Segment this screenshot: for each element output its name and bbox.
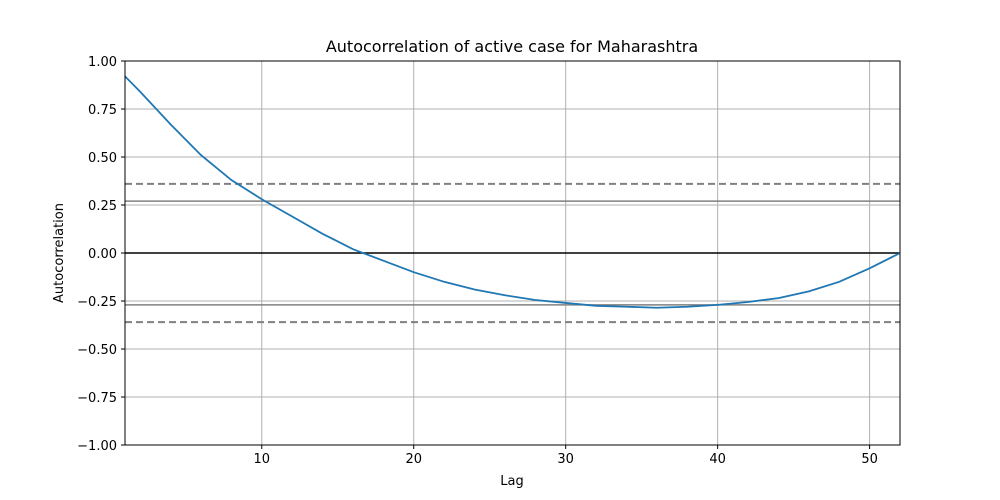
y-tick-label: 0.75 <box>88 103 117 118</box>
x-tick-label: 30 <box>557 452 574 467</box>
y-tick-label: 1.00 <box>88 55 117 70</box>
x-tick-label: 50 <box>861 452 878 467</box>
y-tick-label: −0.75 <box>77 391 117 406</box>
y-tick-label: 0.50 <box>88 151 117 166</box>
y-tick-label: −1.00 <box>77 439 117 454</box>
y-tick-label: −0.25 <box>77 295 117 310</box>
x-tick-label: 10 <box>253 452 270 467</box>
chart-title: Autocorrelation of active case for Mahar… <box>326 37 698 56</box>
y-tick-label: 0.25 <box>88 199 117 214</box>
y-axis-ticks: −1.00 −0.75 −0.50 −0.25 0.00 0.25 0.50 0.75 1.00 <box>77 55 125 454</box>
autocorrelation-series-line <box>124 75 901 309</box>
x-axis-ticks: 10 20 30 40 50 <box>253 445 878 467</box>
series-layer <box>124 75 901 309</box>
y-tick-label: −0.50 <box>77 343 117 358</box>
x-tick-label: 40 <box>709 452 726 467</box>
y-axis-label: Autocorrelation <box>52 203 67 303</box>
x-axis-label: Lag <box>500 474 523 489</box>
y-tick-label: 0.00 <box>88 247 117 262</box>
x-tick-label: 20 <box>405 452 422 467</box>
confidence-reference-lines <box>125 182 900 324</box>
